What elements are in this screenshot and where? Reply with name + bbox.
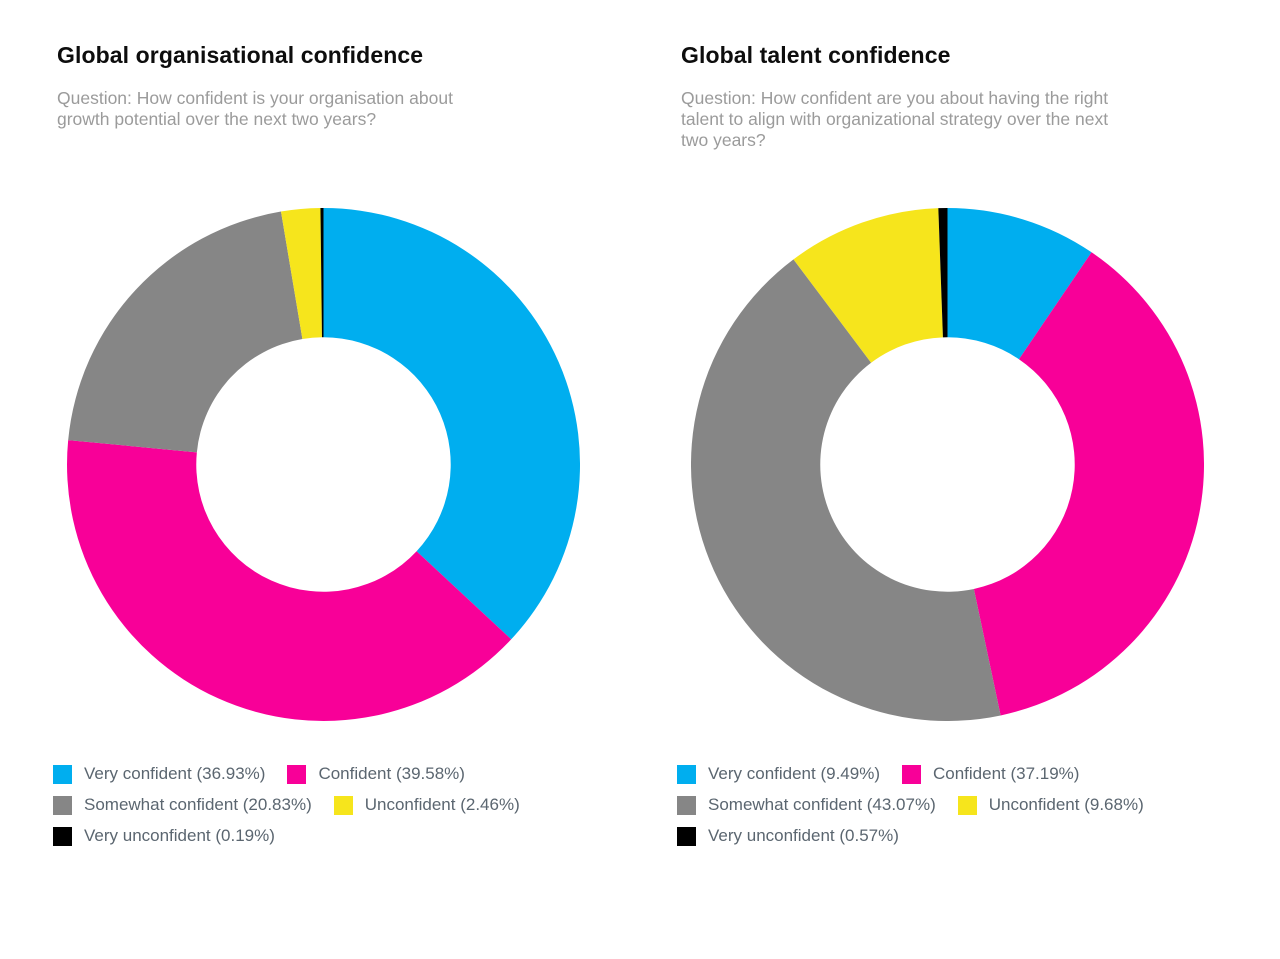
legend-item-very-confident: Very confident (36.93%)	[53, 764, 265, 784]
chart-panel-talent: Global talent confidence Question: How c…	[677, 42, 1261, 942]
donut-slice-somewhat-confident	[68, 211, 303, 453]
legend-organisational: Very confident (36.93%) Confident (39.58…	[53, 764, 653, 857]
chart-panel-organisational: Global organisational confidence Questio…	[53, 42, 637, 942]
legend-item-somewhat-confident: Somewhat confident (43.07%)	[677, 795, 936, 815]
donut-slice-confident	[973, 252, 1204, 716]
legend-item-confident: Confident (39.58%)	[287, 764, 465, 784]
legend-item-somewhat-confident: Somewhat confident (20.83%)	[53, 795, 312, 815]
chart-title-talent: Global talent confidence	[681, 42, 951, 68]
legend-swatch-very-confident	[53, 764, 72, 784]
donut-slice-unconfident	[793, 208, 943, 363]
legend-label-very-confident: Very confident (9.49%)	[708, 764, 880, 783]
donut-chart-organisational	[67, 208, 580, 721]
donut-slice-somewhat-confident	[691, 259, 1001, 721]
legend-row: Somewhat confident (20.83%) Unconfident …	[53, 795, 653, 815]
legend-item-very-confident: Very confident (9.49%)	[677, 764, 880, 784]
legend-row: Very confident (36.93%) Confident (39.58…	[53, 764, 653, 784]
legend-label-somewhat-confident: Somewhat confident (20.83%)	[84, 795, 312, 814]
legend-swatch-very-unconfident	[53, 826, 72, 846]
legend-swatch-unconfident	[957, 795, 977, 815]
legend-row: Very confident (9.49%) Confident (37.19%…	[677, 764, 1277, 784]
legend-talent: Very confident (9.49%) Confident (37.19%…	[677, 764, 1277, 857]
legend-label-unconfident: Unconfident (2.46%)	[364, 795, 520, 814]
donut-slice-confident	[67, 440, 512, 721]
legend-label-confident: Confident (39.58%)	[318, 764, 465, 783]
legend-label-very-confident: Very confident (36.93%)	[84, 764, 266, 783]
legend-row: Very unconfident (0.57%)	[677, 826, 1277, 846]
donut-slice-very-confident	[947, 208, 1092, 360]
legend-swatch-unconfident	[333, 795, 353, 815]
legend-label-very-unconfident: Very unconfident (0.57%)	[708, 826, 899, 845]
donut-slice-unconfident	[280, 208, 322, 340]
legend-row: Somewhat confident (43.07%) Unconfident …	[677, 795, 1277, 815]
legend-item-very-unconfident: Very unconfident (0.57%)	[677, 826, 899, 846]
legend-swatch-very-unconfident	[677, 826, 696, 846]
legend-swatch-very-confident	[677, 764, 696, 784]
legend-label-somewhat-confident: Somewhat confident (43.07%)	[708, 795, 936, 814]
legend-swatch-somewhat-confident	[53, 795, 72, 815]
legend-swatch-somewhat-confident	[677, 795, 696, 815]
legend-item-confident: Confident (37.19%)	[901, 764, 1080, 784]
legend-label-unconfident: Unconfident (9.68%)	[988, 795, 1144, 814]
legend-item-unconfident: Unconfident (9.68%)	[957, 795, 1144, 815]
chart-title-organisational: Global organisational confidence	[57, 42, 424, 68]
legend-label-very-unconfident: Very unconfident (0.19%)	[84, 826, 275, 845]
donut-slice-very-unconfident	[320, 208, 324, 338]
legend-swatch-confident	[287, 764, 307, 784]
legend-item-very-unconfident: Very unconfident (0.19%)	[53, 826, 275, 846]
donut-slice-very-confident	[323, 208, 580, 640]
legend-swatch-confident	[901, 764, 921, 784]
legend-row: Very unconfident (0.19%)	[53, 826, 653, 846]
legend-label-confident: Confident (37.19%)	[932, 764, 1080, 783]
chart-question-organisational: Question: How confident is your organisa…	[57, 88, 453, 129]
chart-question-talent: Question: How confident are you about ha…	[681, 88, 1109, 150]
donut-slice-very-unconfident	[938, 208, 948, 338]
legend-item-unconfident: Unconfident (2.46%)	[333, 795, 520, 815]
donut-chart-talent	[691, 208, 1204, 721]
